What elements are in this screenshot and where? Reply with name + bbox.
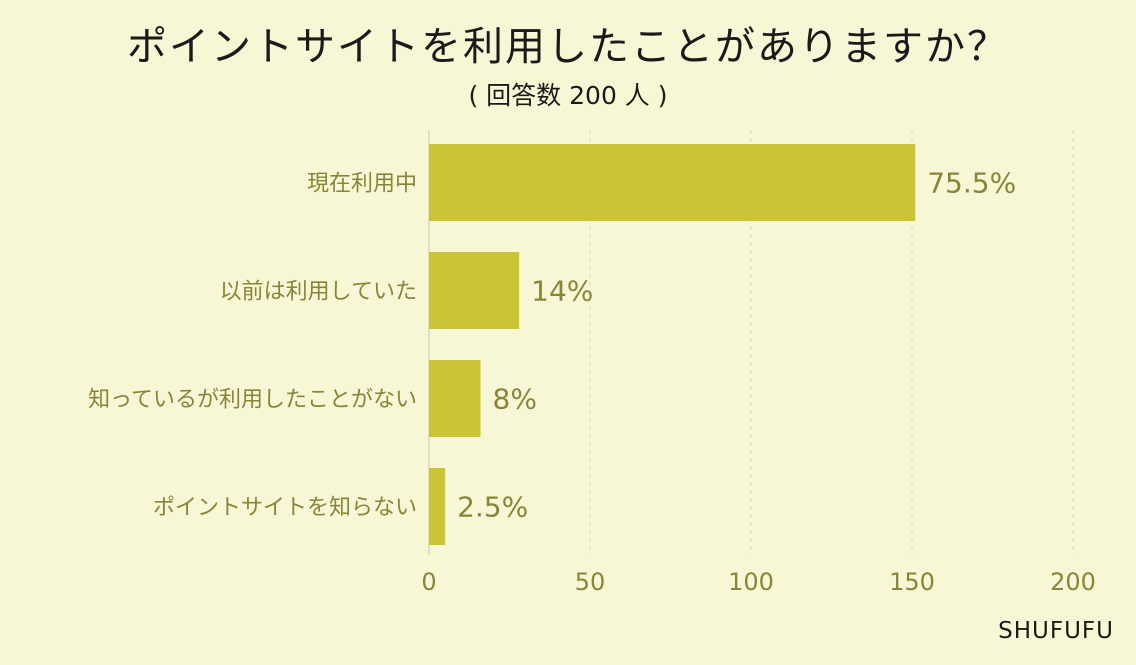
- x-tick-label: 200: [1050, 568, 1096, 596]
- category-label: ポイントサイトを知らない: [153, 496, 417, 521]
- x-tick-label: 100: [728, 568, 774, 596]
- data-label: 14%: [531, 275, 593, 308]
- data-label: 2.5%: [457, 491, 528, 524]
- data-label: 75.5%: [927, 167, 1016, 200]
- x-tick-label: 0: [421, 568, 436, 596]
- bar: [429, 252, 520, 329]
- data-label: 8%: [493, 383, 537, 416]
- category-label: 知っているが利用したことがない: [88, 388, 417, 413]
- brand-logo: SHUFUFU: [998, 618, 1114, 644]
- bar: [429, 360, 481, 437]
- x-tick-label: 150: [889, 568, 935, 596]
- category-label: 現在利用中: [307, 172, 417, 197]
- bar: [429, 468, 446, 545]
- bar: [429, 144, 916, 221]
- chart-title: ポイントサイトを利用したことがありますか？: [127, 24, 1009, 70]
- chart-subtitle: ( 回答数 200 人 ): [468, 81, 668, 110]
- category-label: 以前は利用していた: [220, 280, 417, 305]
- x-tick-label: 50: [575, 568, 606, 596]
